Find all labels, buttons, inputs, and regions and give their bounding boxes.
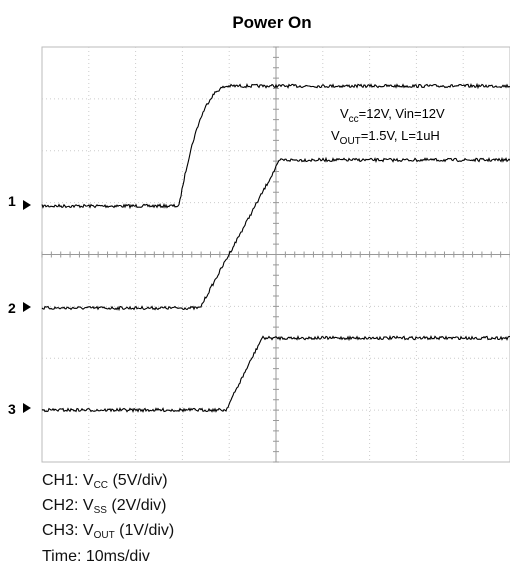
caption: CH1: VCC (5V/div) [42, 472, 168, 491]
caption-sub: CC [93, 480, 109, 491]
marker-label: 1 [8, 193, 16, 209]
annotation-sub: OUT [340, 136, 361, 147]
marker-label: 3 [8, 401, 16, 417]
caption: Time: 10ms/div [42, 548, 150, 566]
caption-sub: SS [93, 505, 107, 516]
annotation-main: V [331, 128, 340, 143]
time-caption: Time: 10ms/div [42, 548, 150, 565]
channel-marker: 2 [8, 300, 31, 316]
annotation-rest: =12V, Vin=12V [359, 106, 445, 121]
marker-arrow [23, 302, 31, 312]
caption-rest: (1V/div) [114, 522, 175, 539]
annotation-line: Vcc=12V, Vin=12V [340, 106, 445, 125]
trace [41, 334, 510, 414]
trace [41, 82, 510, 210]
annotation-main: V [340, 106, 349, 121]
annotation-sub: cc [349, 114, 359, 125]
channel-marker: 3 [8, 401, 31, 417]
grid [41, 46, 510, 463]
caption: CH2: VSS (2V/div) [42, 497, 167, 516]
caption-main: CH1: V [42, 472, 94, 489]
trace [41, 156, 510, 312]
channel-marker: 1 [8, 193, 31, 210]
scope-screen: Power On Vcc=12V, Vin=12V VOUT=1.5V, L=1… [8, 13, 510, 463]
annotation-line: VOUT=1.5V, L=1uH [331, 128, 440, 147]
caption-sub: OUT [93, 530, 115, 541]
traces [41, 82, 510, 414]
caption-rest: (5V/div) [108, 472, 168, 489]
annotation-rest: =1.5V, L=1uH [361, 128, 440, 143]
caption-main: CH3: V [42, 522, 94, 539]
title: Power On [232, 13, 311, 32]
caption: CH3: VOUT (1V/div) [42, 522, 174, 541]
caption-rest: (2V/div) [106, 497, 167, 514]
caption-main: CH2: V [42, 497, 94, 514]
marker-arrow [23, 403, 31, 413]
marker-arrow [23, 200, 31, 210]
marker-label: 2 [8, 300, 16, 316]
